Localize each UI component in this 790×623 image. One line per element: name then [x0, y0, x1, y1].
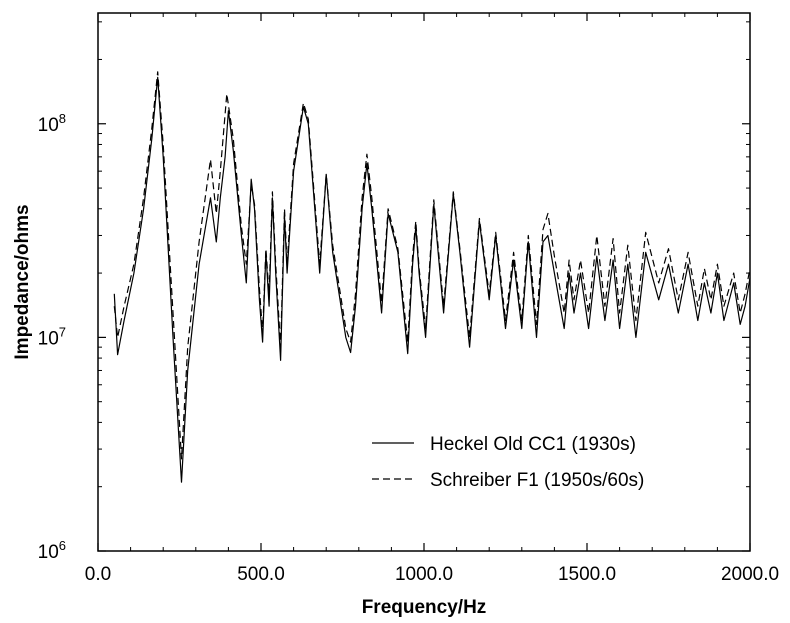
data-lines	[113, 71, 751, 483]
y-tick-label: 108	[38, 111, 66, 136]
x-tick-label: 1000.0	[395, 564, 453, 585]
plot-frame	[97, 12, 751, 552]
tick-marks	[97, 13, 751, 552]
y-axis-title: Impedance/ohms	[12, 204, 33, 359]
x-tick-label: 500.0	[237, 564, 285, 585]
legend-label: Schreiber F1 (1950s/60s)	[430, 470, 644, 491]
series-line-schreiber-f1	[113, 71, 751, 460]
x-tick-label: 2000.0	[721, 564, 779, 585]
y-tick-label: 106	[38, 538, 66, 563]
y-tick-label: 107	[38, 324, 66, 349]
x-tick-label: 1500.0	[558, 564, 616, 585]
y-tick-labels: 106 107 108	[38, 111, 66, 563]
x-axis-title: Frequency/Hz	[362, 597, 487, 618]
x-tick-label: 0.0	[85, 564, 111, 585]
legend-label: Heckel Old CC1 (1930s)	[430, 434, 636, 455]
x-tick-labels: 0.0 500.0 1000.0 1500.0 2000.0	[85, 564, 779, 585]
legend: Heckel Old CC1 (1930s) Schreiber F1 (1950…	[372, 434, 644, 491]
series-line-heckel-old-cc1	[113, 76, 751, 483]
